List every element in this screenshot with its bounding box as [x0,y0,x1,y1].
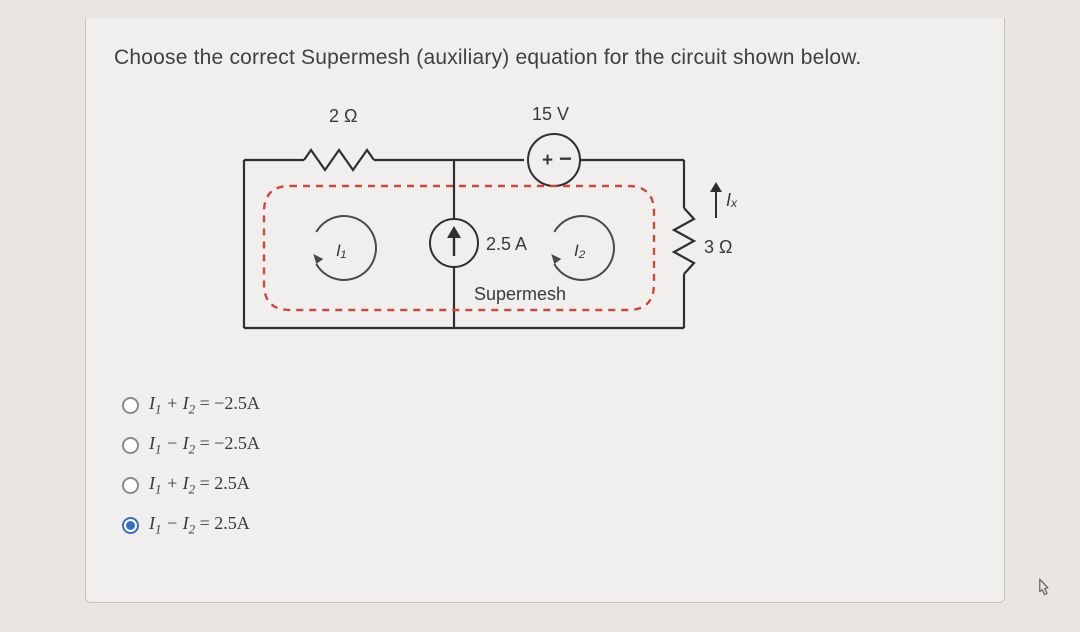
radio-button[interactable] [122,477,139,494]
answer-options: I1 + I2 = −2.5A I1 − I2 = −2.5A I1 + I2 = … [122,385,976,545]
option-label: I1 − I2 = −2.5A [149,433,260,458]
option-label: I1 − I2 = 2.5A [149,513,250,538]
svg-text:−: − [559,146,572,171]
svg-text:2.5 A: 2.5 A [486,234,527,254]
question-prompt: Choose the correct Supermesh (auxiliary)… [114,46,976,70]
option-row[interactable]: I1 − I2 = 2.5A [122,505,976,545]
option-row[interactable]: I1 − I2 = −2.5A [122,425,976,465]
circuit-svg: 2 Ω +− 15 V Iₓ 3 Ω 2.5 A Supermesh I₁ I₂ [184,78,824,358]
radio-button[interactable] [122,437,139,454]
svg-text:I₁: I₁ [336,241,346,260]
option-row[interactable]: I1 + I2 = 2.5A [122,465,976,505]
radio-button[interactable] [122,397,139,414]
radio-button[interactable] [122,517,139,534]
question-card: Choose the correct Supermesh (auxiliary)… [85,18,1005,603]
svg-text:15 V: 15 V [532,104,569,124]
svg-text:I₂: I₂ [574,241,586,260]
circuit-diagram: 2 Ω +− 15 V Iₓ 3 Ω 2.5 A Supermesh I₁ I₂ [184,78,976,363]
svg-text:Iₓ: Iₓ [726,190,738,210]
pointer-cursor-icon [1030,576,1056,602]
svg-text:3 Ω: 3 Ω [704,237,732,257]
option-label: I1 + I2 = −2.5A [149,393,260,418]
option-row[interactable]: I1 + I2 = −2.5A [122,385,976,425]
svg-text:Supermesh: Supermesh [474,284,566,304]
svg-text:+: + [542,150,553,171]
svg-text:2 Ω: 2 Ω [329,106,357,126]
option-label: I1 + I2 = 2.5A [149,473,250,498]
